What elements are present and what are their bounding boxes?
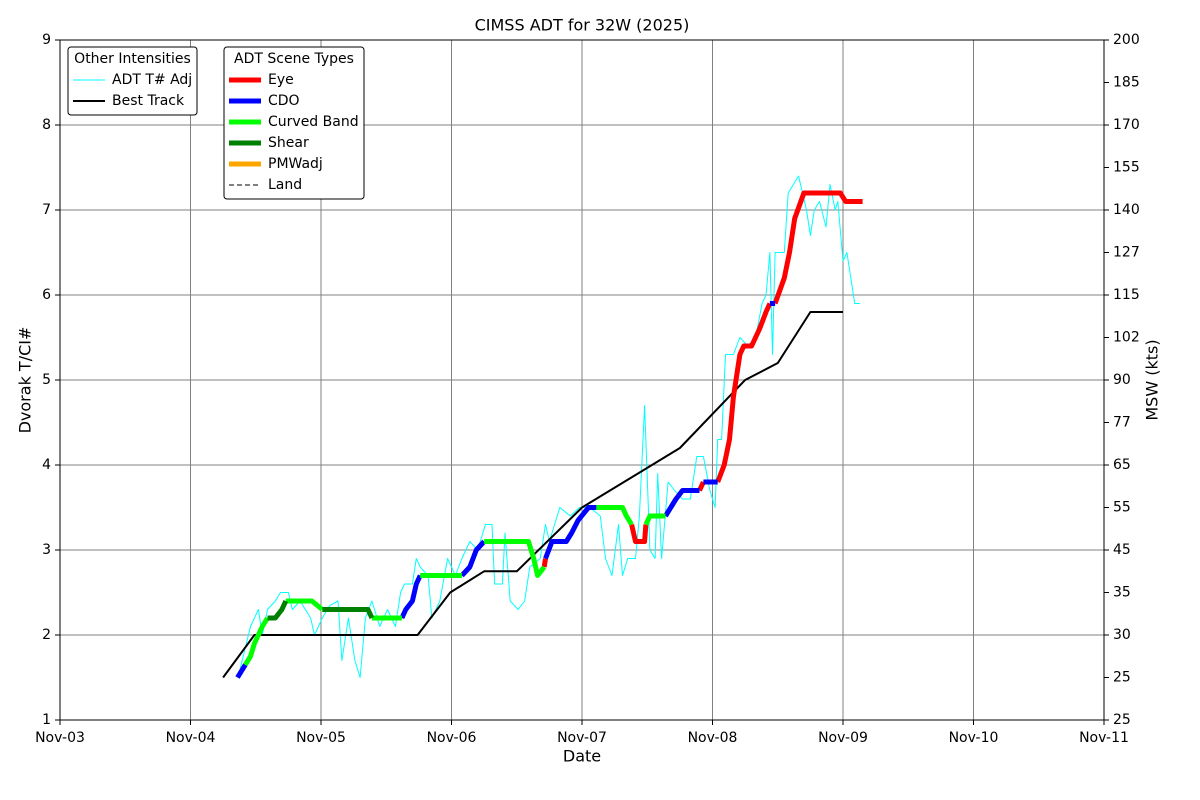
chart-title: CIMSS ADT for 32W (2025)	[475, 16, 690, 35]
legend-box	[223, 46, 365, 200]
y2-tick-label: 77	[1113, 415, 1131, 431]
series-line	[239, 175, 860, 678]
y2-tick-label: 155	[1113, 160, 1140, 176]
y2-tick-label: 200	[1113, 32, 1140, 48]
y2-axis-label: MSW (kts)	[1143, 339, 1162, 420]
y-tick-label: 8	[42, 117, 51, 133]
y-tick-label: 1	[42, 712, 51, 728]
x-tick-label: Nov-09	[818, 730, 868, 746]
y2-tick-label: 140	[1113, 202, 1140, 218]
y2-tick-label: 170	[1113, 117, 1140, 133]
x-tick-label: Nov-03	[35, 730, 85, 746]
y2-tick-label: 185	[1113, 75, 1140, 91]
x-tick-label: Nov-07	[557, 730, 607, 746]
y-tick-label: 4	[42, 457, 51, 473]
series-line	[541, 190, 863, 568]
y-tick-label: 2	[42, 627, 51, 643]
series-line	[222, 311, 843, 679]
y2-tick-label: 25	[1113, 712, 1131, 728]
y-tick-label: 3	[42, 542, 51, 558]
y-tick-label: 9	[42, 32, 51, 48]
legend-label: PMWadj	[268, 156, 323, 172]
y2-tick-label: 55	[1113, 500, 1131, 516]
x-axis-label: Date	[563, 747, 601, 766]
legend-box	[67, 46, 198, 116]
legend-label: CDO	[268, 93, 300, 109]
plot-frame	[59, 39, 1105, 721]
series-line	[243, 505, 666, 667]
legend-label: Curved Band	[268, 114, 359, 130]
x-tick-label: Nov-08	[688, 730, 738, 746]
y-tick-label: 6	[42, 287, 51, 303]
y-axis-label: Dvorak T/CI#	[16, 327, 35, 434]
legend-label: ADT T# Adj	[112, 72, 192, 88]
x-tick-label: Nov-06	[427, 730, 477, 746]
y-tick-label: 5	[42, 372, 51, 388]
legend-title: ADT Scene Types	[234, 51, 354, 67]
y-tick-label: 7	[42, 202, 51, 218]
legend-label: Best Track	[112, 93, 185, 109]
series-line	[267, 599, 375, 621]
y2-tick-label: 35	[1113, 585, 1131, 601]
legend-label: Eye	[268, 72, 294, 88]
y2-tick-label: 115	[1113, 287, 1140, 303]
y2-tick-label: 102	[1113, 330, 1140, 346]
y2-tick-label: 65	[1113, 457, 1131, 473]
y2-tick-label: 127	[1113, 245, 1140, 261]
x-tick-label: Nov-05	[296, 730, 346, 746]
y2-tick-label: 25	[1113, 670, 1131, 686]
x-tick-label: Nov-10	[949, 730, 999, 746]
legend-label: Land	[268, 177, 302, 193]
legend-label: Shear	[268, 135, 309, 151]
plot-area	[222, 175, 863, 679]
x-tick-label: Nov-04	[166, 730, 216, 746]
x-tick-label: Nov-11	[1079, 730, 1129, 746]
y2-tick-label: 90	[1113, 372, 1131, 388]
series-line	[235, 301, 776, 679]
y2-tick-label: 30	[1113, 627, 1131, 643]
y2-tick-label: 45	[1113, 542, 1131, 558]
legend-title: Other Intensities	[74, 51, 191, 67]
